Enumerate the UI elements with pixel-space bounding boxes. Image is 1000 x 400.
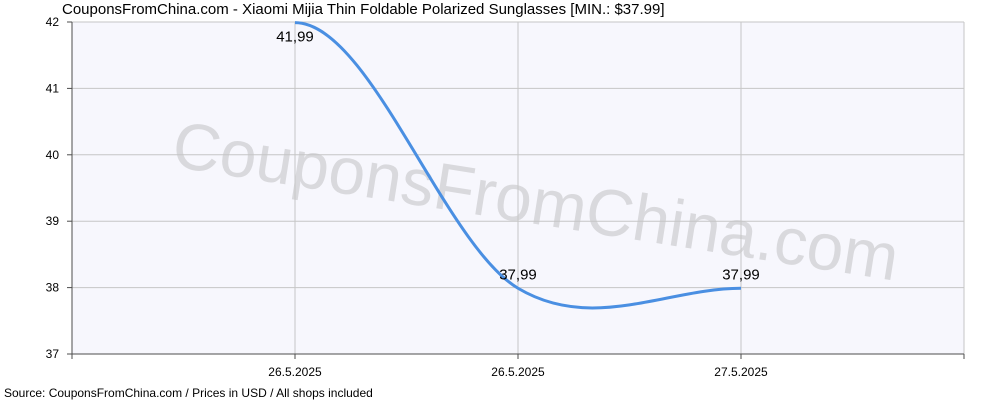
axes	[67, 21, 965, 359]
source-note: Source: CouponsFromChina.com / Prices in…	[4, 386, 373, 400]
series-line	[294, 21, 742, 310]
data-label: 37,99	[722, 266, 760, 283]
y-tick-label: 39	[46, 214, 60, 228]
data-label: 37,99	[499, 266, 537, 283]
chart-title: CouponsFromChina.com - Xiaomi Mijia Thin…	[62, 1, 665, 18]
y-tick-label: 38	[46, 281, 60, 295]
data-labels: 41,99 37,99 37,99	[276, 29, 760, 284]
x-tick-label: 27.5.2025	[714, 365, 768, 379]
x-tick-labels: 26.5.2025 26.5.2025 27.5.2025	[268, 365, 768, 379]
y-tick-label: 42	[46, 15, 60, 29]
x-tick-label: 26.5.2025	[268, 365, 322, 379]
y-tick-label: 40	[46, 148, 60, 162]
y-tick-label: 41	[46, 81, 60, 95]
data-label: 41,99	[276, 29, 314, 46]
y-tick-label: 37	[46, 347, 60, 361]
x-tick-label: 26.5.2025	[491, 365, 545, 379]
y-tick-labels: 37 38 39 40 41 42	[46, 15, 60, 361]
